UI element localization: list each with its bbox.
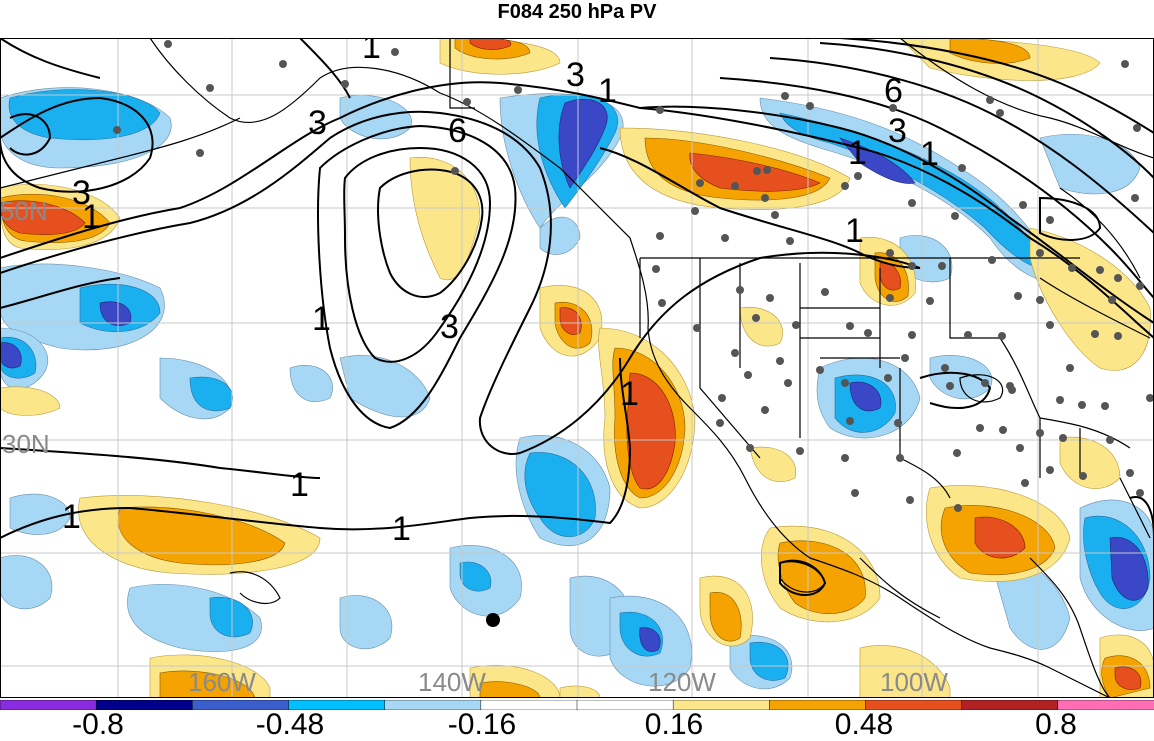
contour-label: 1 (845, 212, 864, 250)
colorbar-tick-label: -0.48 (255, 708, 325, 741)
contour-label: 1 (848, 134, 867, 172)
contour-label: 6 (448, 112, 467, 150)
map-title: F084 250 hPa PV (497, 1, 657, 23)
lat-label-30n: 30N (2, 429, 50, 459)
contour-label: 3 (566, 56, 585, 94)
colorbar-tick-label: 0.48 (834, 708, 894, 741)
colorbar-tick-label: 0.8 (1035, 708, 1077, 741)
contour-label: 1 (598, 72, 617, 110)
contour-label: 3 (440, 308, 459, 346)
contour-label: 1 (392, 510, 411, 548)
lon-label-120w: 120W (648, 667, 716, 697)
contour-labels: 1 1 1 1 1 1 1 1 1 1 1 3 3 3 3 3 6 6 (62, 38, 939, 548)
colorbar (0, 700, 1154, 710)
marker-dot (486, 613, 500, 627)
lat-label-50n: 50N (0, 196, 48, 226)
contour-label: 1 (620, 375, 639, 413)
contour-label: 1 (290, 466, 309, 504)
lon-label-140w: 140W (418, 667, 486, 697)
contour-label: 3 (308, 104, 327, 142)
colorbar-tick-label: -0.16 (447, 708, 517, 741)
contour-label: 6 (884, 72, 903, 110)
contour-label: 3 (72, 174, 91, 212)
pv-contours (0, 38, 1154, 596)
contour-label: 1 (62, 498, 81, 536)
contour-label: 1 (362, 38, 381, 66)
pv-map: 1 1 1 1 1 1 1 1 1 1 1 3 3 3 3 3 6 6 (0, 38, 1154, 698)
colorbar-swatch (1057, 700, 1154, 710)
contour-label: 1 (82, 198, 101, 236)
colorbar-tick-label: -0.8 (72, 708, 124, 741)
coastlines (0, 38, 1154, 698)
lon-label-160w: 160W (188, 667, 256, 697)
contour-label: 1 (312, 300, 331, 338)
colorbar-labels: -0.8 -0.48 -0.16 0.16 0.48 0.8 (0, 708, 1154, 741)
lon-label-100w: 100W (880, 667, 948, 697)
graticule (0, 38, 1154, 698)
station-dots (113, 40, 1154, 512)
colorbar-tick-label: 0.16 (644, 708, 704, 741)
strong-positive-anomalies (0, 38, 1142, 690)
contour-label: 3 (888, 112, 907, 150)
contour-label: 1 (920, 135, 939, 173)
